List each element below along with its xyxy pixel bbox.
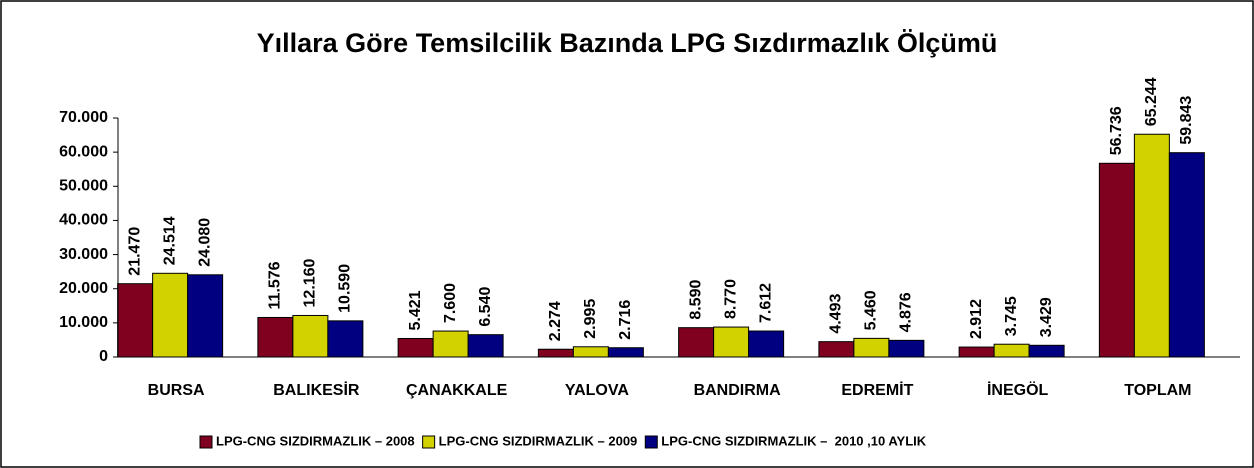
x-tick-label: İNEGÖL [987, 380, 1049, 399]
value-label: 4.876 [898, 292, 915, 332]
value-label: 65.244 [1143, 77, 1160, 126]
y-tick-label: 60.000 [59, 143, 108, 160]
bar [467, 334, 504, 358]
value-label: 6.540 [477, 287, 494, 327]
bar [1133, 133, 1170, 358]
bar [818, 341, 855, 358]
value-label: 8.590 [687, 280, 704, 320]
bar [572, 346, 609, 358]
value-label: 2.912 [968, 299, 985, 339]
value-label: 7.612 [757, 283, 774, 323]
legend-swatch [644, 435, 658, 449]
y-tick-label: 20.000 [59, 280, 108, 297]
value-label: 12.160 [302, 258, 319, 307]
bar [607, 347, 644, 358]
value-label: 11.576 [267, 261, 284, 309]
bar [888, 339, 925, 358]
value-label: 7.600 [442, 283, 459, 323]
value-label: 4.493 [828, 294, 845, 334]
value-label: 8.770 [722, 279, 739, 319]
value-label: 5.421 [407, 290, 424, 330]
value-label: 2.716 [617, 300, 634, 340]
x-tick-label: ÇANAKKALE [406, 382, 508, 399]
legend-swatch [422, 435, 436, 449]
legend-label: LPG-CNG SIZDIRMAZLIK – 2009 [439, 433, 638, 448]
value-label: 2.995 [582, 299, 599, 339]
y-tick-label: 0 [99, 348, 108, 365]
legend-label: LPG-CNG SIZDIRMAZLIK – 2008 [216, 433, 415, 448]
value-label: 5.460 [863, 290, 880, 330]
value-label: 21.470 [126, 227, 143, 276]
legend-label: LPG-CNG SIZDIRMAZLIK – 2010 ,10 AYLIK [661, 433, 926, 448]
bar [853, 337, 890, 358]
bar [537, 348, 574, 358]
chart-title: Yıllara Göre Temsilcilik Bazında LPG Sız… [257, 28, 998, 58]
bar [1098, 162, 1135, 358]
bar [327, 320, 364, 358]
bar [958, 346, 995, 358]
bar [1168, 152, 1205, 358]
value-label: 2.274 [547, 301, 564, 341]
x-tick-label: BURSA [148, 382, 205, 399]
bar [713, 326, 750, 358]
bar [748, 330, 785, 358]
value-label: 24.080 [196, 218, 213, 267]
value-label: 10.590 [337, 264, 354, 313]
bar [257, 316, 294, 358]
x-tick-label: EDREMİT [841, 381, 913, 399]
value-label: 59.843 [1178, 96, 1195, 145]
bar [152, 272, 189, 358]
y-tick-label: 10.000 [59, 314, 108, 331]
y-tick-label: 30.000 [59, 246, 108, 263]
y-tick-label: 70.000 [59, 109, 108, 126]
x-tick-label: YALOVA [565, 382, 629, 399]
x-tick-label: TOPLAM [1124, 382, 1191, 399]
value-label: 56.736 [1108, 106, 1125, 155]
x-tick-label: BALIKESİR [273, 381, 360, 399]
legend-swatch [199, 435, 213, 449]
y-tick-label: 50.000 [59, 178, 108, 195]
value-label: 3.745 [1003, 296, 1020, 336]
value-label: 3.429 [1038, 297, 1055, 337]
bar [117, 283, 154, 358]
bar [292, 314, 329, 358]
bar [678, 327, 715, 358]
value-label: 24.514 [161, 216, 178, 265]
bar [1028, 344, 1065, 358]
bar [432, 330, 469, 358]
bar [993, 343, 1030, 358]
bar [397, 337, 434, 358]
x-tick-label: BANDIRMA [694, 382, 782, 399]
bar [187, 274, 224, 358]
y-tick-label: 40.000 [59, 212, 108, 229]
